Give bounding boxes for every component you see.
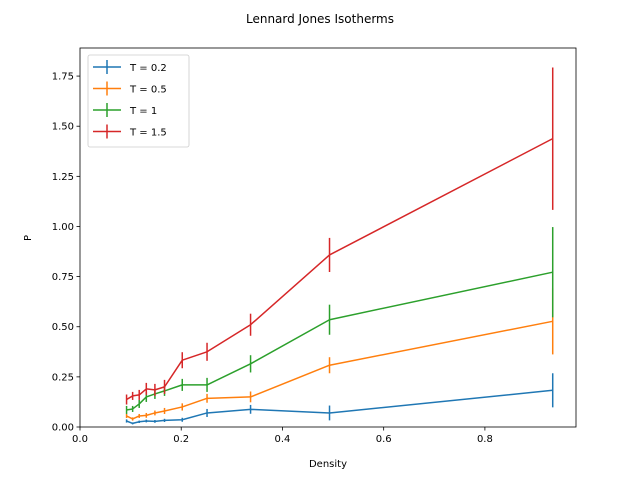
legend-label: T = 0.5 [129,85,167,96]
legend: T = 0.2 T = 0.5 T = 1 T = 1.5 [87,54,190,148]
axes-frame [79,47,577,428]
legend-box [87,54,190,148]
legend-item: T = 1 [93,103,157,117]
series-4 [125,67,554,405]
y-tick-label: 0.25 [52,372,74,383]
legend-label: T = 1 [129,106,157,117]
legend-item: T = 0.5 [93,81,167,96]
x-axis-label: Density [309,459,347,470]
y-axis-label: P [23,235,34,241]
y-tick-label: 0.75 [52,272,74,283]
y-tick-label: 1.00 [52,222,74,233]
legend-item: T = 0.2 [93,60,167,74]
legend-item: T = 1.5 [93,124,167,139]
legend-label: T = 1.5 [129,128,167,139]
axes-layer: 0.0 0.2 0.4 0.6 0.8 0.00 0.25 0.50 0.75 1.00 1.25 1… [52,47,577,445]
y-tick-label: 0.50 [52,322,74,333]
legend-label: T = 0.2 [129,63,167,74]
series-layer [125,67,554,425]
series-1 [125,373,554,425]
y-tick-label: 0.00 [52,423,74,434]
y-tick-label: 1.25 [52,172,74,183]
y-tick-label: 1.75 [52,72,74,83]
x-tick-label: 0.8 [477,434,493,445]
x-tick-label: 0.6 [376,434,392,445]
x-tick-label: 0.4 [274,434,290,445]
x-tick-label: 0.2 [173,434,189,445]
y-tick-label: 1.50 [52,122,74,133]
chart-title: Lennard Jones Isotherms [246,12,394,26]
x-tick-label: 0.0 [72,434,88,445]
